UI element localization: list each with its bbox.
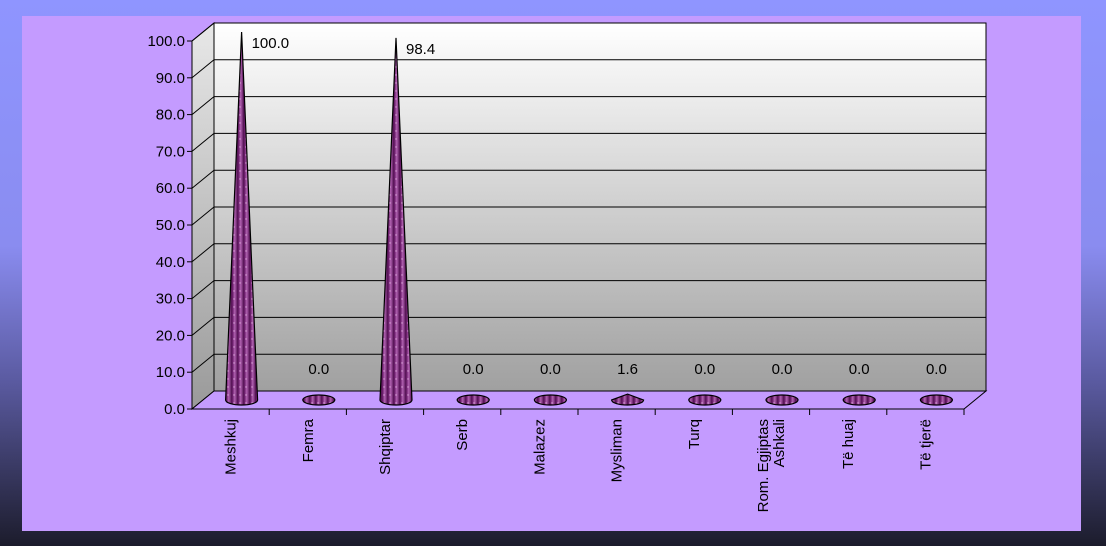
gridline-side bbox=[191, 353, 215, 373]
gridline-side bbox=[191, 96, 215, 115]
x-axis: Meshkuj Femra Shqiptar Serb Malazez Mysliman T… bbox=[192, 408, 965, 512]
data-labels: 100.0 0.0 98.4 0.0 0.0 1.6 0.0 0.0 0.0 0.0 bbox=[252, 35, 947, 378]
bar bbox=[919, 394, 954, 406]
y-tick-label: 70.0 bbox=[156, 143, 185, 160]
bar bbox=[379, 37, 413, 406]
bar bbox=[533, 394, 568, 406]
cone-base bbox=[533, 394, 568, 406]
x-tick-label: Serb bbox=[454, 419, 471, 451]
bar bbox=[610, 393, 645, 406]
cone-base bbox=[302, 394, 336, 406]
x-tick-label: Femra bbox=[300, 418, 317, 462]
cone-body bbox=[224, 31, 259, 406]
bars bbox=[224, 31, 954, 406]
gridline-side bbox=[191, 22, 215, 42]
data-label: 1.6 bbox=[617, 361, 638, 378]
x-tick-label: Të tjerë bbox=[917, 419, 934, 470]
bar bbox=[456, 394, 490, 406]
gridline-side bbox=[191, 243, 215, 263]
gridline-side bbox=[191, 133, 215, 152]
cone-body bbox=[379, 37, 413, 406]
cone-base bbox=[688, 394, 722, 406]
cone-base bbox=[842, 394, 876, 406]
x-tick-label: Të huaj bbox=[840, 419, 857, 469]
cone-bar-chart: 0.0 10.0 20.0 30.0 40.0 50.0 60.0 70.0 80.0 90.0 1… bbox=[147, 21, 988, 512]
cone-body bbox=[610, 393, 645, 406]
bar bbox=[765, 394, 799, 406]
bar bbox=[688, 394, 722, 406]
data-label: 98.4 bbox=[406, 41, 435, 58]
x-tick-label: Shqiptar bbox=[377, 419, 394, 475]
gridline-side bbox=[191, 280, 215, 299]
y-tick-label: 80.0 bbox=[156, 107, 185, 124]
x-tick-label: Turq bbox=[686, 419, 703, 449]
cone-base bbox=[919, 394, 954, 406]
y-tick-label: 90.0 bbox=[156, 70, 185, 87]
gridline-side bbox=[191, 169, 215, 189]
bar bbox=[224, 31, 259, 406]
cone-base bbox=[456, 394, 490, 406]
data-label: 0.0 bbox=[926, 361, 947, 378]
data-label: 0.0 bbox=[849, 361, 870, 378]
y-tick-label: 0.0 bbox=[164, 401, 185, 418]
x-tick-label: Meshkuj bbox=[223, 419, 240, 475]
y-tick-label: 100.0 bbox=[147, 33, 185, 50]
y-axis: 0.0 10.0 20.0 30.0 40.0 50.0 60.0 70.0 80.0 90.0 1… bbox=[147, 33, 193, 418]
gridline-side bbox=[191, 317, 215, 336]
x-tick-label: Malazez bbox=[531, 419, 548, 475]
data-label: 0.0 bbox=[540, 361, 561, 378]
data-label: 0.0 bbox=[694, 361, 715, 378]
y-tick-label: 50.0 bbox=[156, 217, 185, 234]
cone-base bbox=[765, 394, 799, 406]
y-tick-label: 10.0 bbox=[156, 364, 185, 381]
gridline-side bbox=[191, 206, 215, 226]
y-tick-label: 30.0 bbox=[156, 291, 185, 308]
bar bbox=[842, 394, 876, 406]
data-label: 0.0 bbox=[463, 361, 484, 378]
gridlines bbox=[191, 22, 986, 373]
y-tick-label: 40.0 bbox=[156, 254, 185, 271]
gridline-side bbox=[191, 59, 215, 79]
x-tick-label: Rom. EgjiptasAshkali bbox=[755, 419, 788, 512]
data-label: 100.0 bbox=[252, 35, 290, 52]
y-tick-label: 60.0 bbox=[156, 180, 185, 197]
x-tick-label: Mysliman bbox=[609, 419, 626, 482]
bar bbox=[302, 394, 336, 406]
chart-panel: 0.0 10.0 20.0 30.0 40.0 50.0 60.0 70.0 80.0 90.0 1… bbox=[22, 16, 1081, 531]
y-tick-label: 20.0 bbox=[156, 327, 185, 344]
data-label: 0.0 bbox=[772, 361, 793, 378]
data-label: 0.0 bbox=[308, 361, 329, 378]
